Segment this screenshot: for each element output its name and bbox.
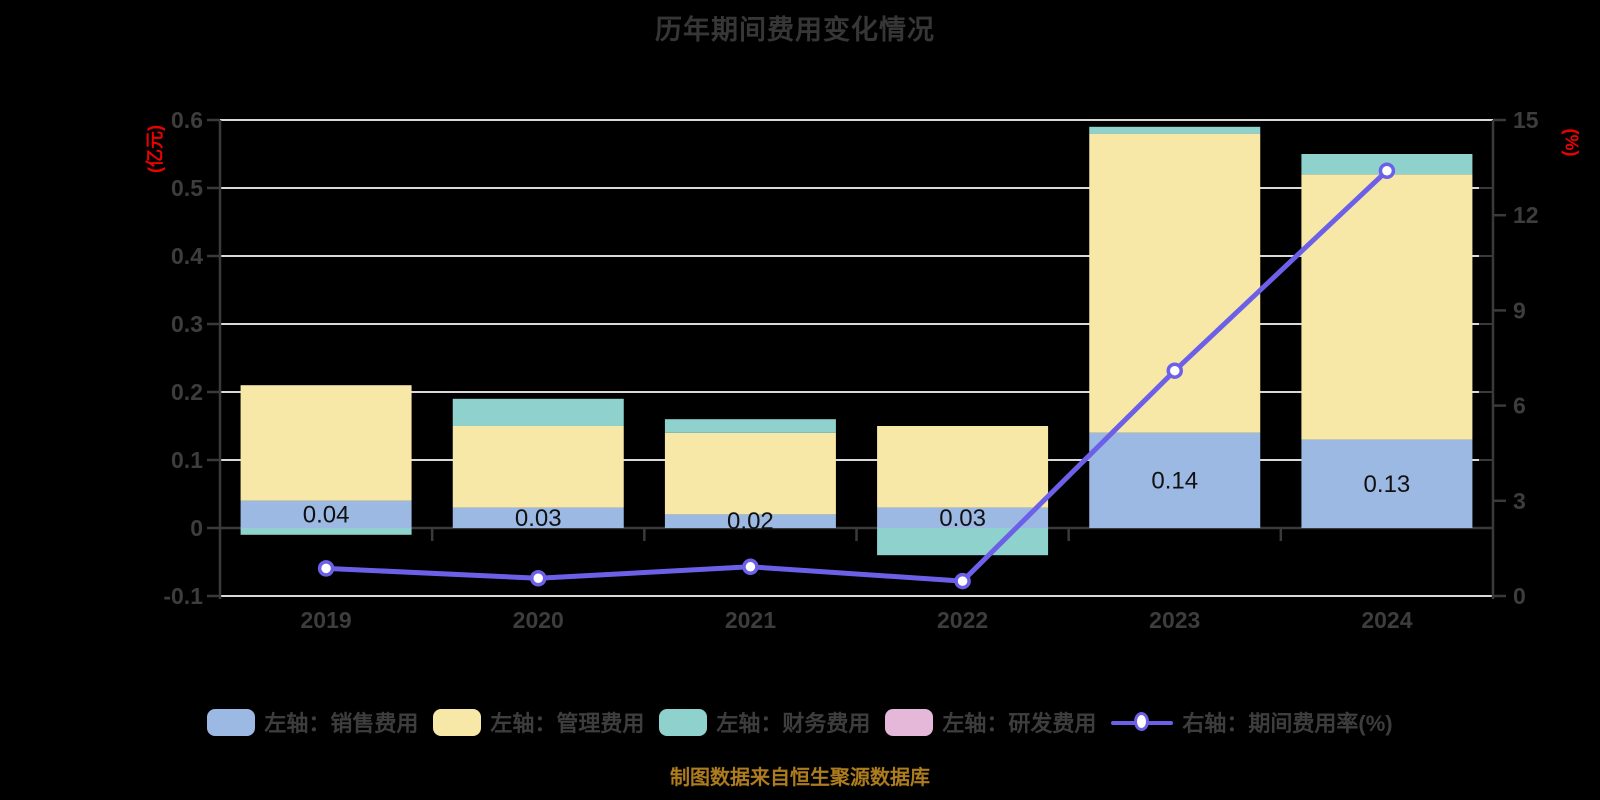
x-axis-label: 2019: [300, 607, 351, 633]
bar-segment: [1089, 126, 1261, 134]
legend-label: 左轴：研发费用: [942, 711, 1097, 736]
legend-label: 左轴：财务费用: [716, 711, 871, 736]
bar-value-label: 0.13: [1364, 471, 1411, 498]
source-note: 制图数据来自恒生聚源数据库: [670, 767, 930, 789]
legend-item-sales-expense: 左轴：销售费用: [207, 706, 418, 738]
admin-expense-swatch: [433, 708, 482, 736]
bar-value-label: 0.02: [727, 508, 774, 535]
left-axis-tick-label: 0.5: [171, 175, 203, 201]
chart-title: 历年期间费用变化情况: [655, 15, 935, 45]
rate-line: [323, 168, 1390, 584]
rate-line-marker: [954, 572, 971, 590]
legend-item-admin-expense: 左轴：管理费用: [433, 706, 644, 738]
bar-segment: [1301, 174, 1473, 440]
bar-segment: [877, 426, 1049, 508]
x-axis-label: 2022: [937, 607, 988, 633]
bar-value-label: 0.04: [303, 501, 350, 528]
bar-value-label: 0.03: [939, 505, 986, 532]
bar-segment: [452, 426, 624, 508]
right-axis-tick-label: 3: [1513, 488, 1526, 514]
bar-segment: [664, 514, 836, 528]
right-axis-tick-label: 0: [1513, 583, 1526, 609]
bar-segment: [1089, 133, 1261, 433]
legend-label: 左轴：管理费用: [490, 711, 645, 736]
legend: 左轴：销售费用 左轴：管理费用 左轴：财务费用 左轴：研发费用 右轴：期间费用率…: [0, 706, 1600, 738]
right-axis-tick-label: 6: [1513, 393, 1526, 419]
bar-value-label: 0.14: [1151, 467, 1198, 494]
x-axis-label: 2024: [1361, 607, 1412, 633]
bar-segment: [1089, 432, 1261, 528]
right-axis-tick-label: 9: [1513, 297, 1526, 323]
rd-expense-swatch: [885, 708, 934, 736]
finance-expense-swatch: [659, 708, 708, 736]
x-axis-label: 2023: [1149, 607, 1200, 633]
circle-marker-icon: [1134, 711, 1150, 731]
bar-segment: [1301, 439, 1473, 528]
bar-segment: [240, 500, 412, 528]
left-axis-tick-label: 0.4: [171, 243, 203, 269]
rate-line-marker: [1378, 162, 1396, 180]
legend-label: 左轴：销售费用: [264, 711, 419, 736]
legend-label: 右轴：期间费用率(%): [1182, 711, 1393, 736]
bar-segment: [877, 528, 1049, 556]
bar-segment: [664, 419, 836, 433]
sales-expense-swatch: [207, 708, 256, 736]
left-axis-tick-label: 0.1: [171, 447, 203, 473]
line-marker-icon: [1111, 709, 1174, 736]
rate-line-marker: [317, 560, 335, 577]
bar-segment: [240, 385, 412, 501]
left-axis-tick-label: 0.3: [171, 311, 203, 337]
rate-line-marker: [1166, 362, 1183, 379]
bar-segment: [452, 398, 624, 426]
rate-line-marker: [742, 558, 759, 576]
right-axis-tick-label: 15: [1513, 107, 1539, 133]
left-axis-tick-label: 0.6: [171, 107, 203, 133]
bar-value-label: 0.03: [515, 505, 562, 532]
bar-segment: [877, 507, 1049, 528]
right-axis-tick-label: 12: [1513, 202, 1539, 228]
legend-item-rd-expense: 左轴：研发费用: [885, 706, 1096, 738]
legend-item-expense-ratio: 右轴：期间费用率(%): [1111, 706, 1393, 738]
left-axis-tick-label: 0.2: [171, 379, 203, 405]
left-axis-tick-label: -0.1: [163, 583, 203, 609]
bar-segment: [452, 507, 624, 528]
bar-segment: [664, 432, 836, 515]
x-axis-label: 2020: [513, 607, 564, 633]
legend-item-finance-expense: 左轴：财务费用: [659, 706, 870, 738]
x-axis-label: 2021: [725, 607, 776, 633]
bar-segment: [240, 528, 412, 535]
left-axis-tick-label: 0: [190, 515, 203, 541]
rate-line-marker: [530, 569, 547, 587]
